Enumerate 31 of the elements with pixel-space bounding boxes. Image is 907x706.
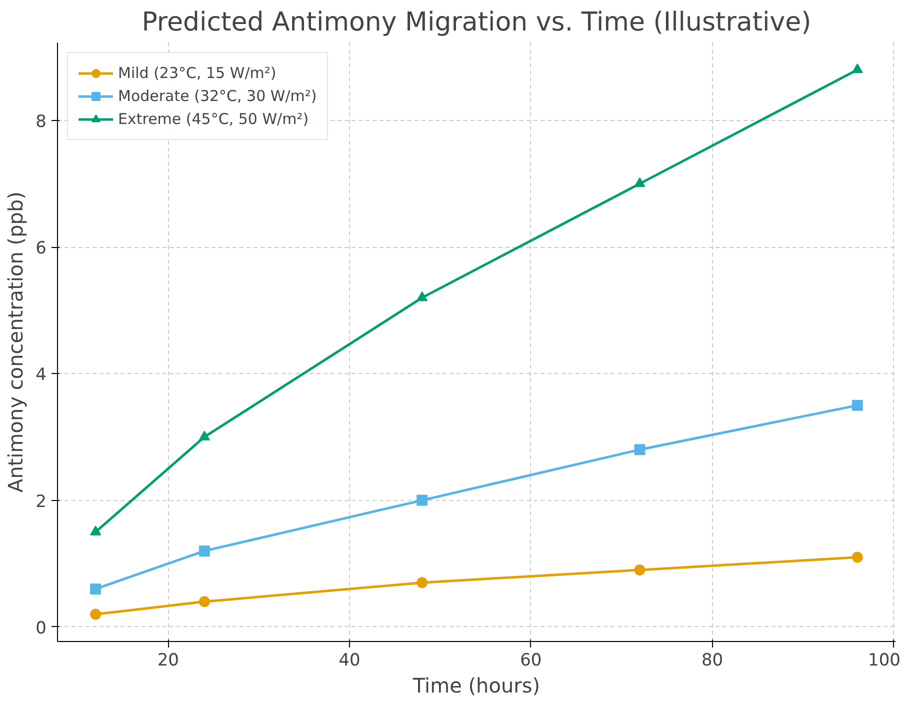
y-tick-label: 0 — [36, 618, 47, 638]
x-tick-label: 100 — [868, 650, 901, 670]
legend-label: Extreme (45°C, 50 W/m²) — [118, 110, 309, 128]
legend-label: Moderate (32°C, 30 W/m²) — [118, 87, 317, 105]
y-tick-label: 8 — [36, 112, 47, 132]
y-tick-label: 2 — [36, 492, 47, 512]
x-axis-title: Time (hours) — [412, 674, 540, 698]
point — [416, 577, 428, 588]
y-tick-label: 6 — [36, 238, 47, 259]
point — [634, 564, 646, 576]
point — [852, 552, 863, 563]
point — [416, 494, 428, 506]
point — [90, 583, 102, 594]
legend-label: Mild (23°C, 15 W/m²) — [118, 64, 276, 82]
point — [198, 596, 210, 608]
point — [634, 444, 646, 456]
point — [90, 526, 102, 536]
x-tick-label: 20 — [157, 650, 179, 670]
point — [90, 608, 102, 620]
chart-title: Predicted Antimony Migration vs. Time (Illustrative) — [142, 8, 812, 38]
x-tick-label: 80 — [701, 650, 724, 670]
point — [416, 291, 428, 302]
y-axis-title: Antimony concentration (ppb) — [4, 192, 28, 492]
point — [634, 177, 646, 188]
x-tick-label: 40 — [338, 650, 360, 670]
point — [198, 430, 210, 440]
point — [852, 63, 863, 74]
point — [198, 545, 210, 556]
x-tick-label: 60 — [520, 650, 542, 670]
point — [852, 400, 863, 411]
y-tick-label: 4 — [36, 365, 47, 386]
